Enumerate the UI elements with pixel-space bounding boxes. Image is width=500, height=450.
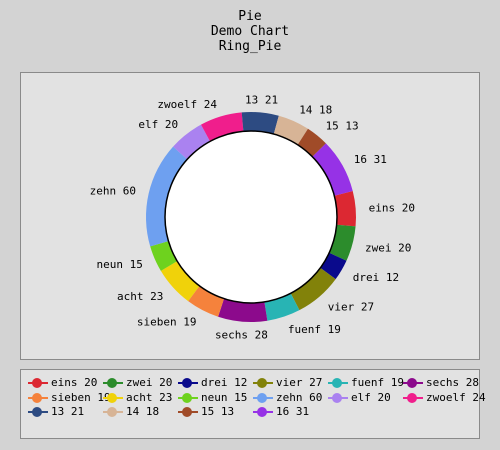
legend-marker-icon (177, 391, 199, 405)
slice-label-vier: vier 27 (328, 301, 374, 314)
legend-item-fuenf: fuenf 19 (327, 376, 404, 390)
slice-label-elf: elf 20 (138, 118, 178, 131)
legend-marker-icon (177, 376, 199, 390)
slice-label-fuenf: fuenf 19 (288, 323, 341, 336)
legend-label: elf 20 (351, 391, 391, 404)
legend-marker-icon (102, 376, 124, 390)
slice-label-drei: drei 12 (353, 271, 399, 284)
legend-item-drei: drei 12 (177, 376, 247, 390)
legend-label: eins 20 (51, 376, 97, 389)
legend-label: zwoelf 24 (426, 391, 486, 404)
legend-label: 15 13 (201, 405, 234, 418)
legend-marker-icon (102, 405, 124, 419)
legend-label: acht 23 (126, 391, 172, 404)
legend-item-elf: elf 20 (327, 391, 391, 405)
slice-label-neun: neun 15 (96, 258, 142, 271)
legend-item-zwei: zwei 20 (102, 376, 172, 390)
slice-label-acht: acht 23 (117, 290, 163, 303)
legend-label: fuenf 19 (351, 376, 404, 389)
legend-label: zehn 60 (276, 391, 322, 404)
legend-marker-icon (27, 391, 49, 405)
slice-label-zwoelf: zwoelf 24 (157, 98, 217, 111)
legend-label: drei 12 (201, 376, 247, 389)
slice-label-16: 16 31 (354, 153, 387, 166)
legend-marker-icon (177, 405, 199, 419)
legend-label: vier 27 (276, 376, 322, 389)
slice-label-zwei: zwei 20 (365, 241, 411, 254)
chart-title-line-2: Demo Chart (0, 24, 500, 39)
legend-marker-icon (327, 376, 349, 390)
legend-item-acht: acht 23 (102, 391, 172, 405)
legend-item-neun: neun 15 (177, 391, 247, 405)
legend-label: sechs 28 (426, 376, 479, 389)
slice-label-13: 13 21 (245, 93, 278, 106)
ring-pie-chart: eins 20 zwei 20 drei 12 vier 27 fuenf 19 sech… (21, 73, 479, 359)
chart-title: Pie Demo Chart Ring_Pie (0, 9, 500, 54)
legend-marker-icon (27, 405, 49, 419)
legend-marker-icon (27, 376, 49, 390)
legend-label: neun 15 (201, 391, 247, 404)
chart-title-line-1: Pie (0, 9, 500, 24)
legend-item-sieben: sieben 19 (27, 391, 111, 405)
legend-marker-icon (102, 391, 124, 405)
legend-item-zwoelf: zwoelf 24 (402, 391, 486, 405)
legend-item-13: 13 21 (27, 405, 84, 419)
legend-item-vier: vier 27 (252, 376, 322, 390)
legend-marker-icon (402, 376, 424, 390)
slice-label-eins: eins 20 (369, 202, 415, 215)
legend-item-15: 15 13 (177, 405, 234, 419)
slice-label-15: 15 13 (326, 120, 359, 133)
legend-item-16: 16 31 (252, 405, 309, 419)
legend-label: 14 18 (126, 405, 159, 418)
slice-label-sechs: sechs 28 (215, 329, 268, 342)
legend-item-eins: eins 20 (27, 376, 97, 390)
legend-marker-icon (402, 391, 424, 405)
legend-label: 16 31 (276, 405, 309, 418)
chart-title-line-3: Ring_Pie (0, 39, 500, 54)
ring-hole (165, 131, 337, 303)
legend-item-sechs: sechs 28 (402, 376, 479, 390)
legend-marker-icon (252, 391, 274, 405)
legend-item-14: 14 18 (102, 405, 159, 419)
legend: eins 20 zwei 20 drei 12 vier 27 fuenf 19 sech… (20, 369, 480, 439)
legend-label: 13 21 (51, 405, 84, 418)
slice-label-zehn: zehn 60 (90, 185, 136, 198)
legend-marker-icon (252, 405, 274, 419)
legend-marker-icon (327, 391, 349, 405)
slice-label-14: 14 18 (299, 103, 332, 116)
legend-label: zwei 20 (126, 376, 172, 389)
plot-area: eins 20 zwei 20 drei 12 vier 27 fuenf 19 sech… (20, 72, 480, 360)
legend-item-zehn: zehn 60 (252, 391, 322, 405)
slice-label-sieben: sieben 19 (137, 316, 197, 329)
legend-marker-icon (252, 376, 274, 390)
